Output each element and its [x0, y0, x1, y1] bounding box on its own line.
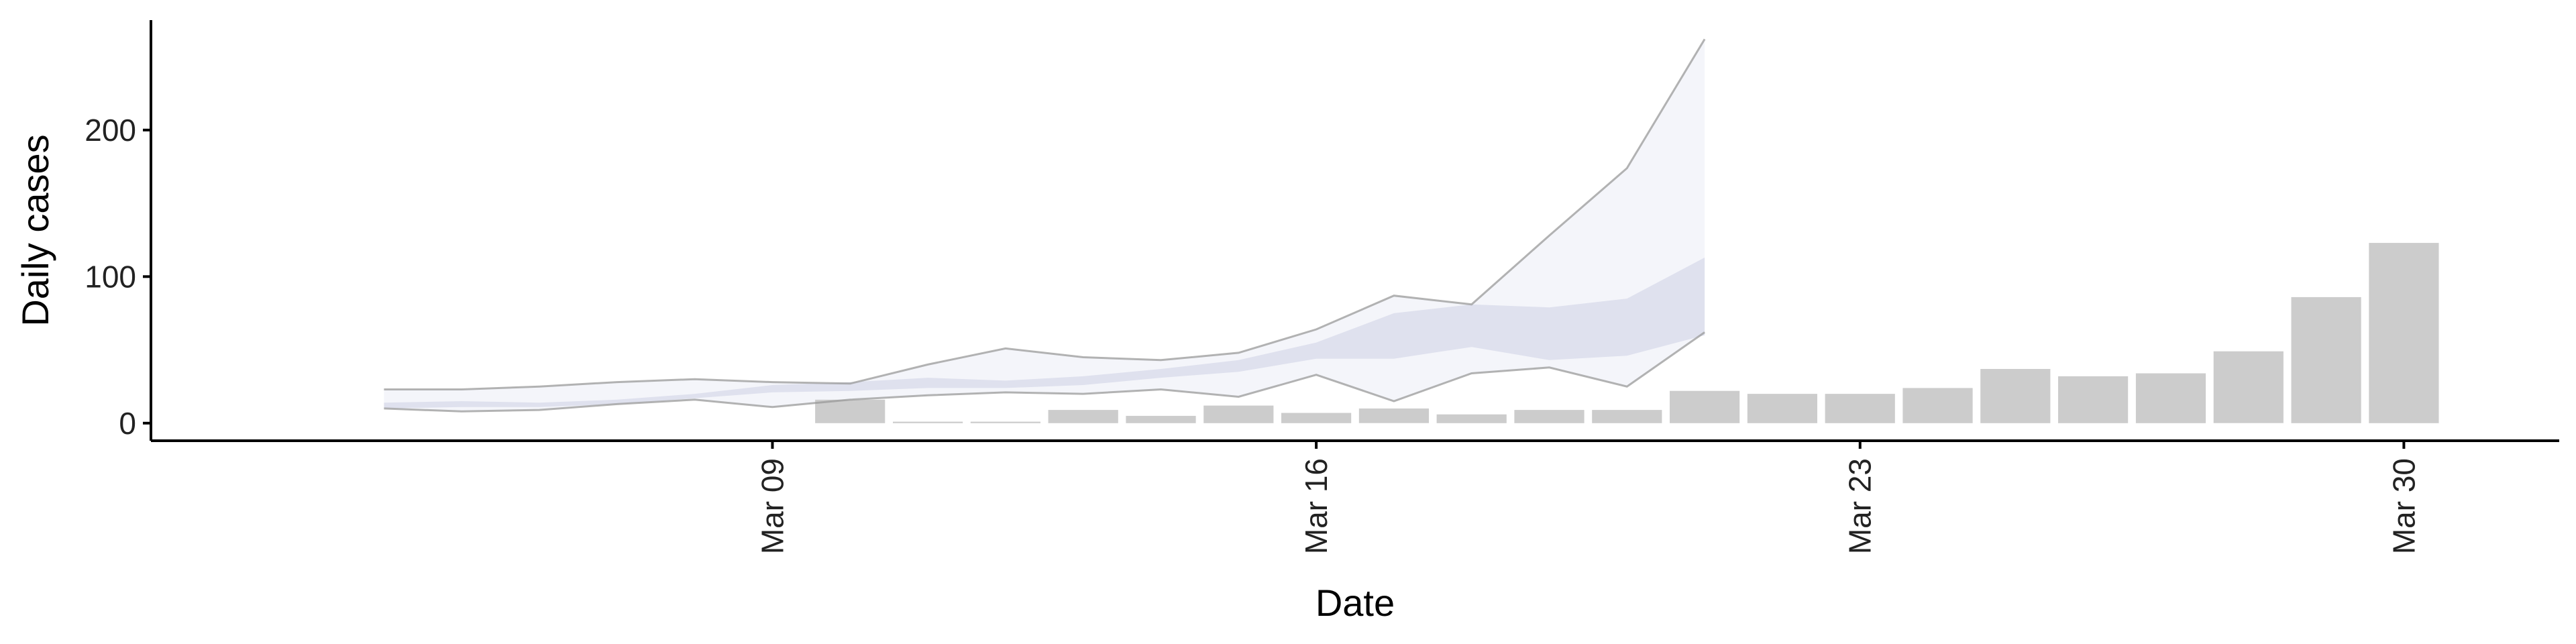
y-tick-label-0: 0 [119, 406, 136, 441]
bar-2020-03-15 [1203, 405, 1274, 423]
bar-2020-03-23 [1825, 394, 1895, 423]
upper-bound-line [384, 38, 1706, 390]
bar-2020-03-28 [2213, 351, 2284, 423]
bar-2020-03-25 [1980, 369, 2051, 423]
bar-2020-03-10 [815, 399, 885, 423]
y-axis-title: Daily cases [14, 134, 56, 326]
bar-2020-03-20 [1592, 410, 1662, 423]
estimate-bound-lines [384, 38, 1706, 413]
bar-2020-03-16 [1281, 413, 1352, 423]
reported-case-bars [815, 243, 2439, 423]
bar-2020-03-13 [1048, 410, 1118, 423]
x-tick-label-2020-03-23: Mar 23 [1843, 458, 1878, 554]
y-tick-label-200: 200 [85, 113, 136, 148]
outer-uncertainty-band [384, 39, 1705, 412]
bar-2020-03-29 [2291, 297, 2361, 423]
bar-2020-03-18 [1436, 414, 1507, 423]
bar-2020-03-11 [893, 421, 963, 423]
estimate-bands [384, 39, 1705, 412]
x-tick-label-2020-03-30: Mar 30 [2386, 458, 2421, 554]
inner-uncertainty-band [384, 257, 1705, 409]
x-tick-label-2020-03-16: Mar 16 [1299, 458, 1334, 554]
axes: 0 100 200 Mar 09 Mar 16 Mar 23 Mar 30 [85, 20, 2559, 554]
bar-2020-03-22 [1747, 394, 1817, 423]
bar-2020-03-14 [1126, 415, 1196, 423]
x-tick-label-2020-03-09: Mar 09 [755, 458, 790, 554]
bar-2020-03-30 [2369, 243, 2439, 423]
bar-2020-03-27 [2135, 373, 2206, 423]
y-tick-label-100: 100 [85, 259, 136, 294]
bar-2020-03-24 [1902, 388, 1973, 423]
lower-bound-line [384, 331, 1705, 413]
bar-2020-03-17 [1358, 408, 1429, 423]
bar-2020-03-12 [970, 421, 1040, 423]
x-axis-title: Date [1316, 582, 1395, 624]
bar-2020-03-21 [1670, 390, 1740, 423]
bar-2020-03-19 [1514, 410, 1585, 423]
bar-2020-03-26 [2058, 376, 2129, 423]
